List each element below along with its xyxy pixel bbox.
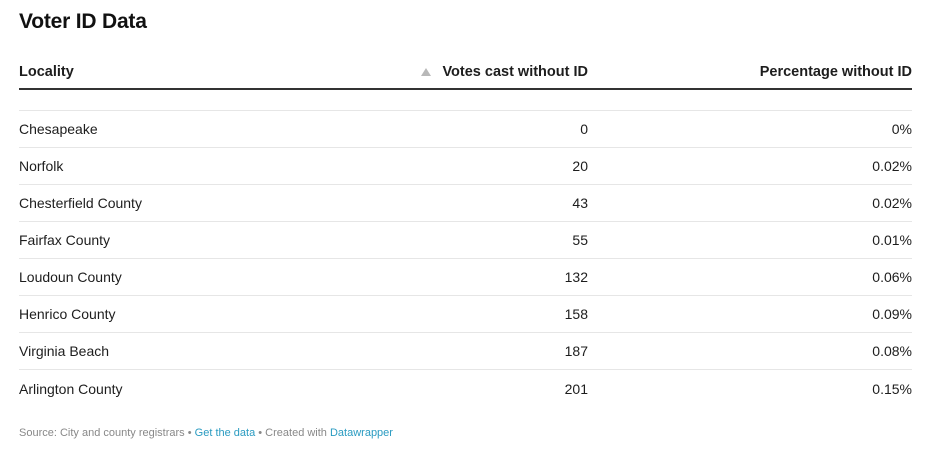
separator: • — [184, 427, 195, 439]
cell-votes: 0 — [580, 121, 588, 137]
datawrapper-link[interactable]: Datawrapper — [329, 427, 393, 439]
table-row: Chesterfield County 43 0.02% — [19, 185, 912, 222]
cell-percentage: 0.08% — [872, 343, 912, 359]
cell-votes: 158 — [564, 306, 588, 322]
table-row: Loudoun County 132 0.06% — [19, 259, 912, 296]
footer: Source: City and county registrars • Get… — [19, 427, 393, 439]
cell-percentage: 0% — [891, 121, 912, 137]
cell-locality: Virginia Beach — [19, 343, 110, 359]
get-data-link[interactable]: Get the data — [194, 427, 256, 439]
sort-ascending-icon — [421, 68, 432, 76]
cell-locality: Chesapeake — [19, 121, 98, 137]
cell-votes: 43 — [572, 195, 588, 211]
table-header: Locality Votes cast without ID Percentag… — [19, 56, 912, 90]
cell-percentage: 0.06% — [872, 269, 912, 285]
cell-percentage: 0.02% — [872, 158, 912, 174]
table-row: Norfolk 20 0.02% — [19, 148, 912, 185]
source-text: Source: City and county registrars — [19, 427, 185, 439]
cell-votes: 132 — [564, 269, 588, 285]
table-row: Virginia Beach 187 0.08% — [19, 333, 912, 370]
header-percentage[interactable]: Percentage without ID — [759, 64, 912, 80]
cell-locality: Norfolk — [19, 158, 64, 174]
cell-locality: Chesterfield County — [19, 195, 142, 211]
cell-percentage: 0.09% — [872, 306, 912, 322]
cell-percentage: 0.02% — [872, 195, 912, 211]
table-row: Chesapeake 0 0% — [19, 111, 912, 148]
cell-percentage: 0.15% — [872, 380, 912, 397]
separator: • — [255, 427, 266, 439]
header-votes-label: Votes cast without ID — [442, 64, 588, 80]
data-table: Locality Votes cast without ID Percentag… — [19, 56, 912, 407]
cell-votes: 55 — [572, 232, 588, 248]
cell-locality: Loudoun County — [19, 269, 122, 285]
chart-title: Voter ID Data — [19, 10, 147, 33]
cell-locality: Henrico County — [19, 306, 116, 322]
header-votes[interactable]: Votes cast without ID — [419, 64, 588, 80]
cell-percentage: 0.01% — [872, 232, 912, 248]
header-locality[interactable]: Locality — [19, 64, 74, 80]
cell-votes: 20 — [572, 158, 588, 174]
table-row: Fairfax County 55 0.01% — [19, 222, 912, 259]
created-with-text: Created with — [265, 427, 330, 439]
table-row: Arlington County 201 0.15% — [19, 370, 912, 407]
cell-votes: 187 — [564, 343, 588, 359]
table-row: Henrico County 158 0.09% — [19, 296, 912, 333]
header-spacer — [19, 90, 912, 111]
cell-votes: 201 — [564, 380, 588, 397]
cell-locality: Arlington County — [19, 380, 123, 397]
cell-locality: Fairfax County — [19, 232, 111, 248]
